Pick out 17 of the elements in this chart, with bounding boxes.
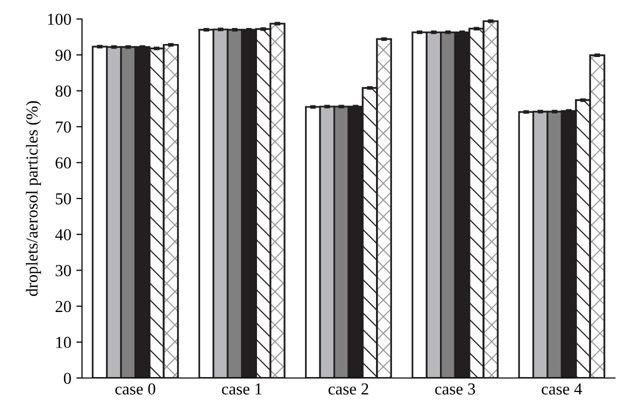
x-tick-label: case 3 [435, 383, 476, 395]
x-tick-label: case 2 [328, 383, 368, 395]
x-tick-label: case 4 [542, 383, 582, 395]
y-tick-label: 100 [48, 14, 71, 25]
y-tick-label: 0 [64, 372, 71, 384]
y-tick-label: 20 [56, 300, 71, 312]
x-tick-label: case 0 [115, 383, 156, 395]
y-tick-label: 30 [56, 265, 71, 276]
y-tick-label: 60 [56, 157, 71, 169]
y-tick-label: 80 [56, 86, 71, 97]
y-tick-label: 40 [55, 229, 71, 240]
y-tick-label: 90 [55, 50, 71, 61]
x-tick-label: case 1 [222, 383, 262, 395]
y-tick-label: 70 [56, 121, 71, 133]
y-tick-label: 50 [56, 193, 71, 204]
y-tick-label: 10 [56, 336, 71, 348]
y-axis-title: droplets/aerosol particles (%) [26, 101, 42, 296]
